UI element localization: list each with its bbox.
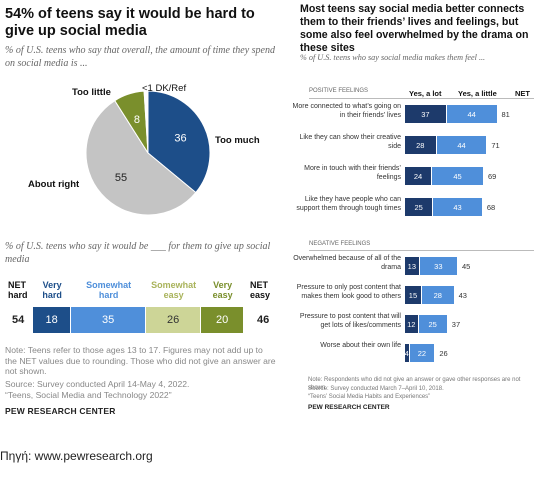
- net-value: 71: [491, 141, 500, 150]
- pie-chart: 36 Too much 55 About right 8 Too little <1 DK/…: [28, 83, 260, 216]
- net-hard-value: 54: [12, 314, 25, 326]
- right-org: PEW RESEARCH CENTER: [308, 404, 390, 411]
- bar-yes-a-little: 44: [446, 105, 497, 123]
- left-title: 54% of teens say it would be hard to giv…: [5, 6, 255, 39]
- stack-bar-very-easy: 20: [201, 307, 243, 333]
- right-title: Most teens say social media better conne…: [300, 3, 529, 54]
- pie-category-label: Too much: [215, 135, 260, 146]
- stack-header-very-hard: Very hard: [42, 280, 62, 300]
- stack-bar-very-hard: 18: [33, 307, 71, 333]
- pie-value-label: 8: [134, 114, 140, 126]
- bar-yes-a-little: 25: [418, 315, 447, 333]
- row-label: Pressure to post content that will get l…: [299, 313, 401, 329]
- left-subtitle-giveup: % of U.S. teens who say it would be ___ …: [5, 241, 271, 265]
- stack-header-somewhat-easy: Somewhat easy: [151, 280, 197, 300]
- stack-header-very-easy: Very easy: [212, 280, 233, 300]
- left-subtitle-time: % of U.S. teens who say that overall, th…: [5, 45, 275, 69]
- row-label: Like they can show their creative side: [299, 134, 401, 150]
- pie-slice-about-right: [85, 99, 197, 216]
- stack-header-somewhat-hard: Somewhat hard: [86, 280, 132, 300]
- net-hard-label: NET hard: [8, 280, 28, 300]
- bar-yes-a-little: 28: [421, 286, 454, 304]
- stack-bar-somewhat-hard: 35: [71, 307, 145, 333]
- bar-yes-a-little: 33: [419, 257, 457, 275]
- bar-yes-a-lot: 37: [405, 105, 446, 123]
- right-source: Source: Survey conducted March 7–April 1…: [308, 386, 444, 392]
- right-report: “Teens’ Social Media Habits and Experien…: [308, 394, 431, 400]
- right-note: Note: Respondents who did not give an an…: [308, 377, 521, 391]
- pie-category-label: About right: [28, 179, 80, 190]
- bar-yes-a-lot: 12: [405, 315, 418, 333]
- right-subtitle: % of U.S. teens who say social media mak…: [300, 53, 486, 62]
- net-easy-label: NET easy: [250, 280, 271, 300]
- net-value: 68: [486, 203, 496, 212]
- left-note: Note: Teens refer to those ages 13 to 17…: [5, 345, 276, 376]
- stack-bar-somewhat-easy: 26: [145, 307, 201, 333]
- bar-yes-a-little: 45: [432, 167, 483, 185]
- bar-yes-a-lot: 15: [405, 286, 421, 304]
- col-net-header: NET: [515, 89, 530, 98]
- positive-divider: [309, 98, 534, 99]
- bar-yes-a-little: 44: [436, 136, 487, 154]
- net-value: 37: [451, 320, 461, 329]
- right-chart-panel: Most teens say social media better conne…: [291, 0, 540, 418]
- pie-value-label: 55: [115, 172, 127, 184]
- row-label: Worse about their own life: [320, 342, 401, 349]
- row-label: Pressure to only post content that makes…: [296, 284, 401, 300]
- bar-yes-a-lot: 28: [405, 136, 436, 154]
- net-value: 45: [461, 262, 471, 271]
- net-easy-value: 46: [257, 314, 270, 326]
- bar-yes-a-lot: 13: [405, 257, 419, 275]
- net-value: 69: [487, 172, 497, 181]
- row-label: More connected to what’s going on in the…: [292, 103, 401, 119]
- left-org: PEW RESEARCH CENTER: [5, 406, 116, 416]
- pie-value-label: 36: [174, 133, 186, 145]
- bar-yes-a-lot: 4: [405, 344, 409, 362]
- bar-yes-a-lot: 24: [405, 167, 432, 185]
- row-label: Like they have people who can support th…: [296, 196, 401, 212]
- pie-slice-dk-ref: [143, 90, 149, 154]
- pie-category-label: Too little: [72, 87, 111, 98]
- bar-yes-a-little: 43: [433, 198, 482, 216]
- left-source: Source: Survey conducted April 14-May 4,…: [5, 379, 190, 389]
- row-label: More in touch with their friends’ feelin…: [304, 165, 401, 181]
- negative-divider: [309, 250, 534, 251]
- pie-slice-too-much: [147, 90, 211, 194]
- left-report: “Teens, Social Media and Technology 2022…: [5, 390, 172, 400]
- col-little-header: Yes, a little: [458, 89, 497, 98]
- source-caption: Πηγή: www.pewresearch.org: [0, 449, 153, 463]
- pie-category-label: <1 DK/Ref: [142, 83, 186, 94]
- net-value: 43: [458, 291, 467, 300]
- net-value: 81: [501, 110, 510, 119]
- left-chart-panel: 54% of teens say it would be hard to giv…: [0, 0, 283, 440]
- row-label: Overwhelmed because of all of the drama: [293, 255, 401, 271]
- net-value: 26: [439, 349, 448, 358]
- col-lot-header: Yes, a lot: [409, 89, 442, 98]
- bar-yes-a-little: 22: [409, 344, 435, 362]
- bar-yes-a-lot: 25: [405, 198, 433, 216]
- positive-header: POSITIVE FEELINGS: [309, 88, 369, 94]
- negative-header: NEGATIVE FEELINGS: [309, 241, 371, 247]
